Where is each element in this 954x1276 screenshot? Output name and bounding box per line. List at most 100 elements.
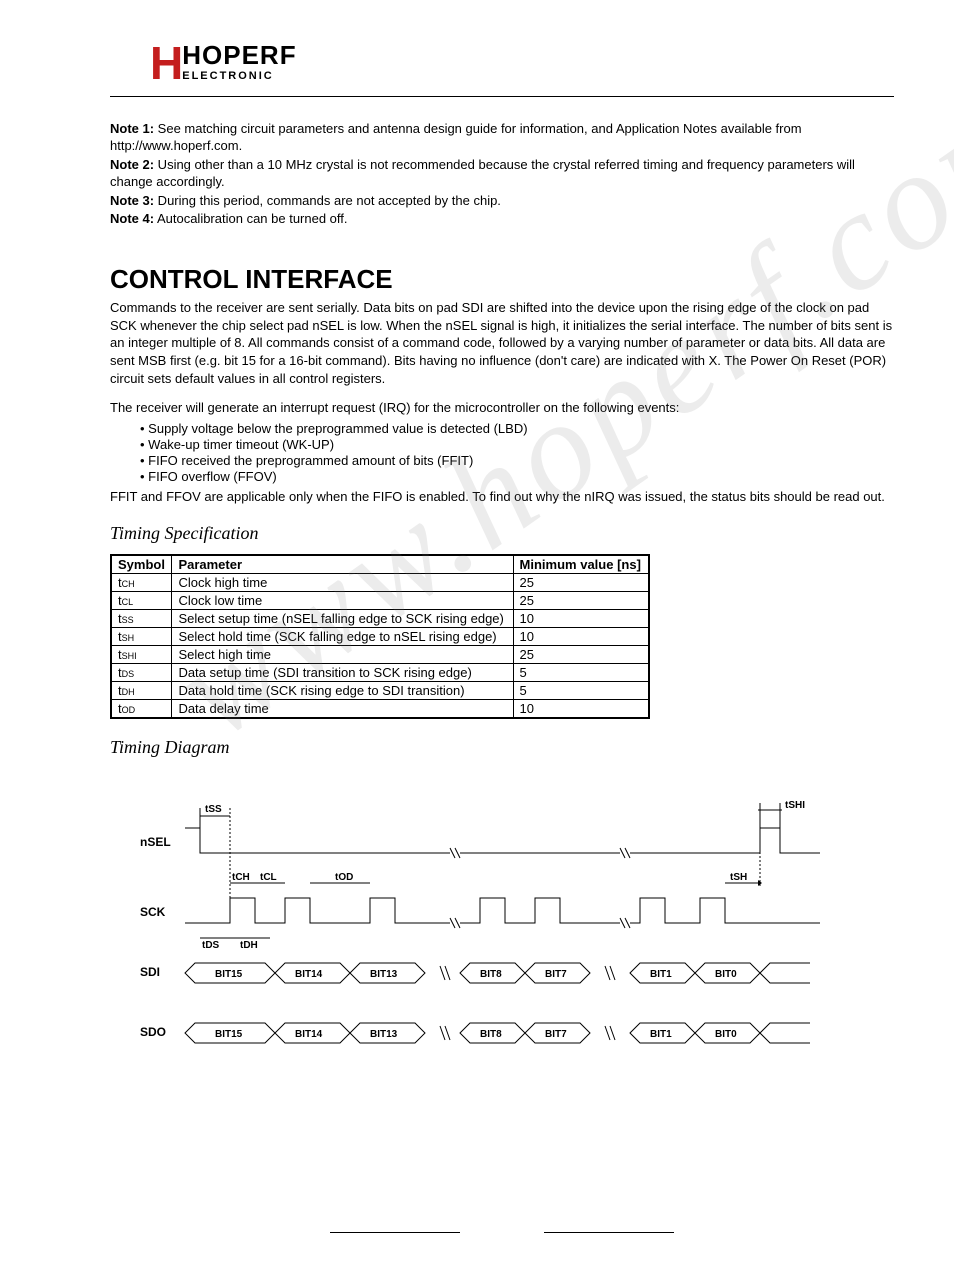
sym-sub: DH [122,687,135,697]
note: Note 4: Autocalibration can be turned of… [110,211,894,228]
table-row: tODData delay time10 [111,700,649,719]
break-icon [605,966,615,980]
table-row: tSHSelect hold time (SCK falling edge to… [111,628,649,646]
sym-sub: DS [122,669,135,679]
param: Data hold time (SCK rising edge to SDI t… [172,682,513,700]
param: Select high time [172,646,513,664]
timing-svg: nSEL SCK SDI SDO tSS tSHI [140,788,840,1078]
table-row: tDHData hold time (SCK rising edge to SD… [111,682,649,700]
param: Data setup time (SDI transition to SCK r… [172,664,513,682]
table-row: tDSData setup time (SDI transition to SC… [111,664,649,682]
events-list: Supply voltage below the preprogrammed v… [140,421,894,484]
sck-wave [185,898,820,923]
bit-cell [760,1023,810,1043]
val: 5 [513,664,649,682]
irq-end: FFIT and FFOV are applicable only when t… [110,488,894,506]
sig-sck-label: SCK [140,905,166,919]
note-label: Note 4: [110,211,154,226]
bit-label: BIT1 [650,969,672,980]
col-parameter: Parameter [172,555,513,574]
logo-letter: H [150,40,180,86]
sig-sdi-label: SDI [140,965,160,979]
bit-label: BIT7 [545,1029,567,1040]
list-item: Wake-up timer timeout (WK-UP) [140,437,894,452]
tss-label: tSS [205,804,222,815]
table-row: tSHISelect high time25 [111,646,649,664]
break-icon [450,848,460,858]
break-icon [450,918,460,928]
tdh-label: tDH [240,940,258,951]
sdo-row: BIT15 BIT14 BIT13 BIT8 BIT7 BIT1 BIT0 [185,1023,810,1043]
bit-label: BIT14 [295,969,323,980]
list-item: FIFO received the preprogrammed amount o… [140,453,894,468]
param: Clock low time [172,592,513,610]
list-item: Supply voltage below the preprogrammed v… [140,421,894,436]
note-text: See matching circuit parameters and ante… [110,121,802,153]
col-symbol: Symbol [111,555,172,574]
note-text: During this period, commands are not acc… [154,193,501,208]
note-text: Using other than a 10 MHz crystal is not… [110,157,855,189]
sdi-row: BIT15 BIT14 BIT13 BIT8 BIT7 BIT1 BIT0 [185,963,810,983]
note-label: Note 1: [110,121,154,136]
logo-main: HOPERF [182,40,296,70]
logo: H HOPERF ELECTRONIC [150,40,894,86]
logo-sub: ELECTRONIC [182,70,274,82]
tds-label: tDS [202,940,220,951]
note-label: Note 3: [110,193,154,208]
bit-label: BIT13 [370,969,398,980]
irq-intro: The receiver will generate an interrupt … [110,399,894,417]
table-row: tSSSelect setup time (nSEL falling edge … [111,610,649,628]
tod-label: tOD [335,872,353,883]
sym-sub: SS [122,615,134,625]
tcl-label: tCL [260,872,277,883]
section-title: CONTROL INTERFACE [110,264,894,295]
note: Note 3: During this period, commands are… [110,193,894,210]
bit-label: BIT13 [370,1029,398,1040]
note: Note 1: See matching circuit parameters … [110,121,894,155]
nsel-wave [185,828,820,853]
bit-label: BIT0 [715,1029,737,1040]
bit-label: BIT8 [480,969,502,980]
bit-label: BIT15 [215,969,243,980]
bit-label: BIT1 [650,1029,672,1040]
break-icon [440,966,450,980]
note-label: Note 2: [110,157,154,172]
param: Select hold time (SCK falling edge to nS… [172,628,513,646]
separator [110,96,894,97]
bit-label: BIT8 [480,1029,502,1040]
param: Select setup time (nSEL falling edge to … [172,610,513,628]
sym-sub: CL [122,597,134,607]
val: 25 [513,592,649,610]
list-item: FIFO overflow (FFOV) [140,469,894,484]
sym-sub: SHI [122,651,137,661]
note: Note 2: Using other than a 10 MHz crysta… [110,157,894,191]
table-header-row: Symbol Parameter Minimum value [ns] [111,555,649,574]
val: 10 [513,610,649,628]
break-icon [440,1026,450,1040]
footer-line [330,1232,460,1233]
bit-label: BIT14 [295,1029,323,1040]
bit-cell [760,963,810,983]
val: 25 [513,574,649,592]
notes-block: Note 1: See matching circuit parameters … [110,121,894,228]
footer-lines [110,1221,894,1236]
val: 25 [513,646,649,664]
note-text: Autocalibration can be turned off. [154,211,347,226]
bit-label: BIT0 [715,969,737,980]
sym-sub: CH [122,579,135,589]
tshi-label: tSHI [785,800,805,811]
bit-label: BIT15 [215,1029,243,1040]
intro-paragraph: Commands to the receiver are sent serial… [110,299,894,387]
footer-line [544,1232,674,1233]
timing-diagram: nSEL SCK SDI SDO tSS tSHI [140,788,894,1081]
tsh-label: tSH [730,872,747,883]
break-icon [620,848,630,858]
val: 10 [513,700,649,719]
param: Data delay time [172,700,513,719]
val: 5 [513,682,649,700]
col-min: Minimum value [ns] [513,555,649,574]
timing-diagram-title: Timing Diagram [110,737,894,758]
tch-label: tCH [232,872,250,883]
sig-sdo-label: SDO [140,1025,166,1039]
timing-table: Symbol Parameter Minimum value [ns] tCHC… [110,554,650,719]
